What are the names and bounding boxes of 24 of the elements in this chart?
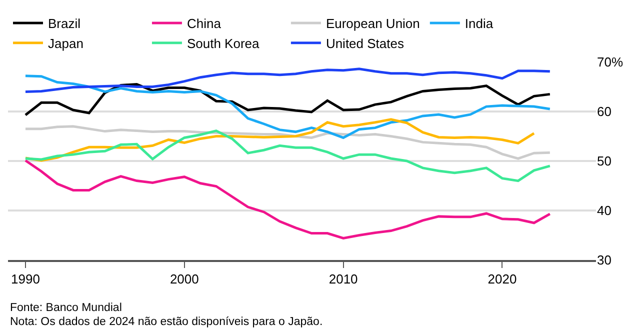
y-tick-label: 50 (597, 154, 612, 169)
x-tick-label: 2010 (328, 271, 358, 286)
line-series (24, 159, 552, 240)
y-tick-label: 40 (597, 203, 612, 218)
legend-label: India (464, 16, 494, 32)
text: Nota: Os dados de 2024 não estão disponíveis para o Japão. (10, 316, 323, 328)
legend-label: United States (326, 36, 404, 51)
legend-label: Japan (48, 36, 84, 51)
legend-label: European Union (326, 16, 420, 32)
y-tick-label: 30 (597, 252, 612, 268)
legend-label: China (186, 16, 222, 32)
line-series (24, 130, 552, 182)
line-series (24, 125, 552, 160)
line-series (24, 68, 552, 93)
y-tick-label: 60 (597, 104, 612, 120)
x-tick-label: 1990 (11, 271, 40, 286)
line-series (24, 74, 552, 139)
line-series (24, 83, 552, 116)
legend-label: Brazil (48, 16, 81, 32)
x-tick-label: 2020 (488, 271, 517, 286)
x-tick-label: 2000 (170, 271, 199, 286)
legend-label: South Korea (186, 36, 260, 51)
y-tick-label: 70% (597, 54, 624, 70)
source-note: Fonte: Banco Mundial (10, 302, 122, 314)
